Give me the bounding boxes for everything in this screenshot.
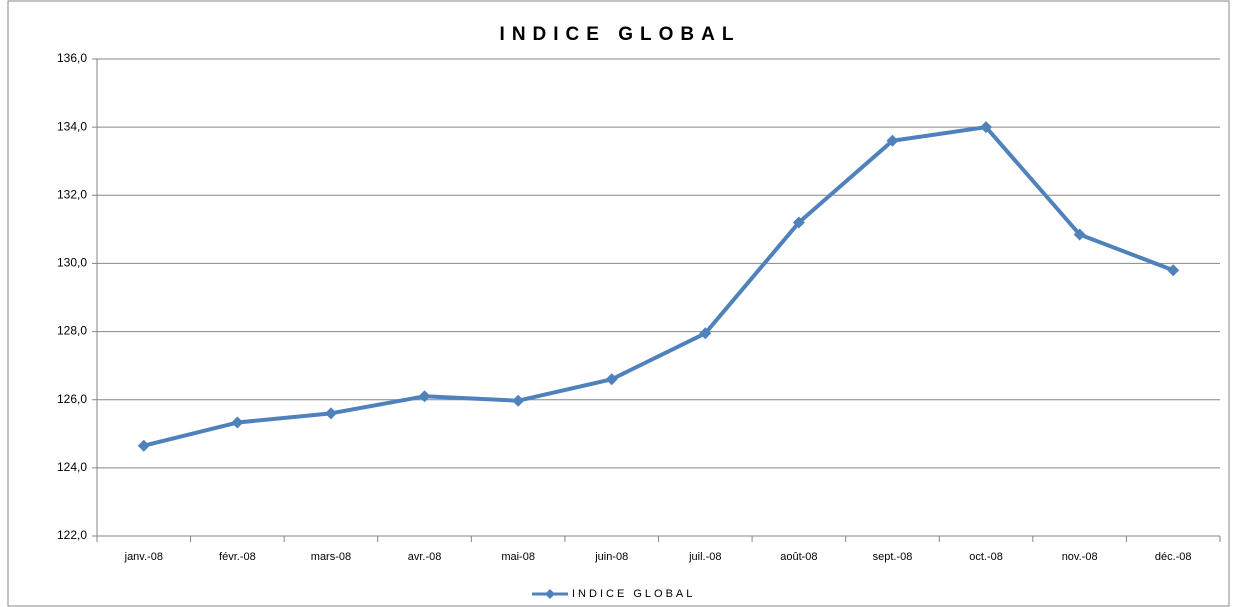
marker xyxy=(699,327,712,340)
chart-border xyxy=(7,0,1230,607)
marker xyxy=(231,416,244,429)
x-tick-label: juil.-08 xyxy=(688,551,721,563)
marker xyxy=(418,390,431,403)
x-tick-label: déc.-08 xyxy=(1155,551,1192,563)
x-tick-label: août-08 xyxy=(780,551,817,563)
y-tick-label: 136,0 xyxy=(57,51,87,65)
y-tick-label: 130,0 xyxy=(57,256,87,270)
marker xyxy=(980,121,993,134)
x-tick-label: oct.-08 xyxy=(969,551,1003,563)
x-tick-label: nov.-08 xyxy=(1062,551,1098,563)
chart-title: INDICE GLOBAL xyxy=(500,24,741,45)
x-tick-label: avr.-08 xyxy=(408,551,442,563)
y-tick-label: 122,0 xyxy=(57,528,87,542)
y-tick-label: 126,0 xyxy=(57,392,87,406)
marker xyxy=(137,439,150,452)
marker xyxy=(512,394,525,407)
x-tick-label: mars-08 xyxy=(311,551,351,563)
x-tick-label: juin-08 xyxy=(594,551,628,563)
marker xyxy=(792,216,805,229)
y-tick-label: 132,0 xyxy=(57,187,87,201)
marker xyxy=(1167,264,1180,277)
legend-label: INDICE GLOBAL xyxy=(572,588,695,600)
marker xyxy=(886,134,899,147)
x-tick-label: févr.-08 xyxy=(219,551,256,563)
legend-marker xyxy=(545,589,555,599)
y-tick-label: 124,0 xyxy=(57,460,87,474)
line xyxy=(143,125,1174,448)
x-tick-label: mai-08 xyxy=(501,551,535,563)
marker xyxy=(324,407,337,420)
x-tick-label: sept.-08 xyxy=(873,551,913,563)
x-tick-label: janv.-08 xyxy=(124,551,163,563)
y-tick-label: 134,0 xyxy=(57,119,87,133)
marker xyxy=(605,373,618,386)
marker xyxy=(1073,228,1086,241)
y-tick-label: 128,0 xyxy=(57,324,87,338)
